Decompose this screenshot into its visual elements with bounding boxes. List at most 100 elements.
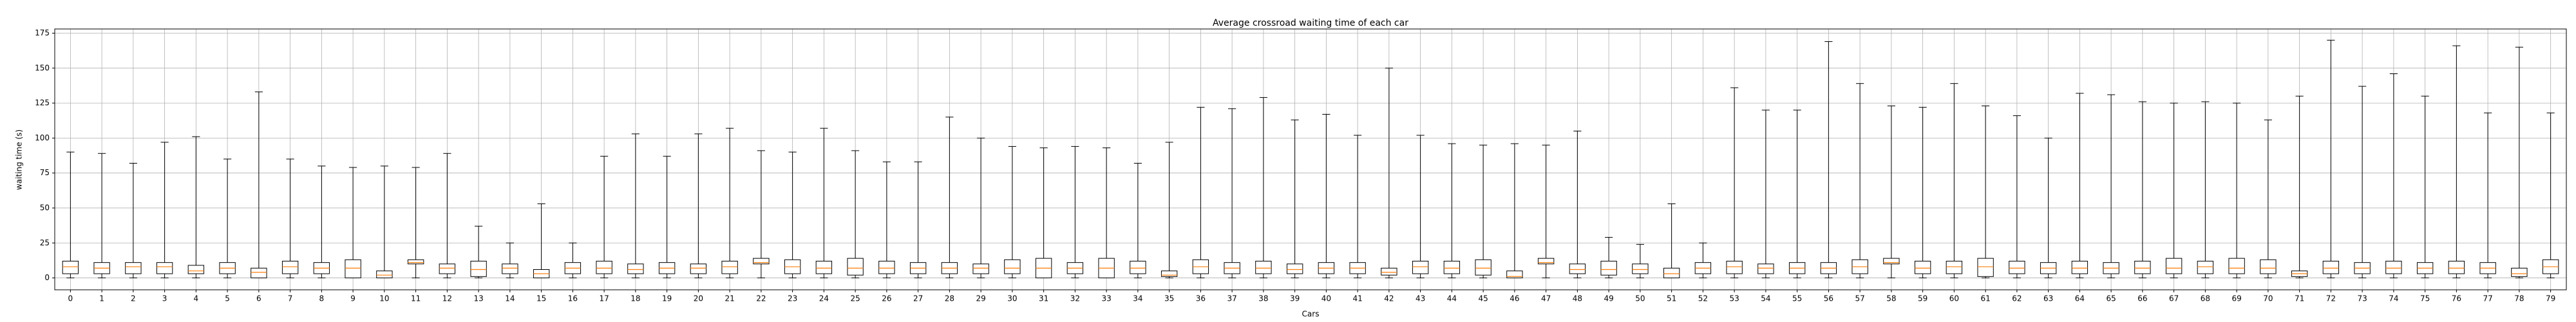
box [690,263,707,274]
x-tick-label: 46 [1510,294,1519,303]
x-tick-label: 79 [2546,294,2555,303]
box [1757,263,1774,274]
x-tick-label: 29 [976,294,985,303]
y-tick-label: 100 [35,133,50,142]
box [1286,263,1303,274]
x-tick-label: 14 [505,294,515,303]
x-tick-label: 58 [1886,294,1896,303]
box [1569,263,1586,274]
box [2260,259,2277,274]
x-tick-label: 31 [1039,294,1048,303]
box [1004,259,1021,274]
box [1160,270,1178,277]
chart-title: Average crossroad waiting time of each c… [1213,18,1408,28]
x-tick-label: 75 [2420,294,2430,303]
box [1663,267,1680,279]
x-tick-label: 22 [756,294,766,303]
x-tick-label: 78 [2514,294,2524,303]
x-tick-label: 39 [1290,294,1300,303]
x-tick-label: 28 [945,294,954,303]
box [815,260,833,274]
x-tick-label: 61 [1980,294,1990,303]
box [878,260,895,274]
x-tick-label: 42 [1384,294,1394,303]
x-tick-label: 30 [1007,294,1017,303]
x-tick-label: 8 [319,294,325,303]
x-tick-label: 35 [1164,294,1174,303]
box [376,270,393,279]
x-tick-label: 47 [1541,294,1551,303]
x-tick-label: 1 [99,294,104,303]
x-tick-label: 56 [1824,294,1833,303]
x-tick-label: 6 [256,294,261,303]
box [1475,259,1492,276]
x-tick-label: 77 [2483,294,2492,303]
x-tick-label: 41 [1352,294,1362,303]
x-tick-label: 37 [1227,294,1236,303]
x-tick-label: 25 [850,294,860,303]
x-tick-label: 5 [225,294,230,303]
box [187,265,205,274]
box [1977,258,1994,277]
x-tick-label: 13 [473,294,483,303]
x-tick-label: 33 [1101,294,1111,303]
x-tick-label: 74 [2389,294,2398,303]
x-tick-label: 62 [2012,294,2022,303]
y-tick-label: 0 [44,273,50,282]
x-tick-label: 3 [162,294,167,303]
x-tick-label: 32 [1070,294,1080,303]
box [2165,258,2183,274]
box [753,258,770,265]
y-tick-label: 75 [40,168,50,177]
y-axis-label: waiting time (s) [15,129,24,190]
box [2134,260,2151,274]
box [156,262,173,274]
box [407,259,424,265]
box [1381,267,1397,276]
y-tick-label: 50 [40,203,50,212]
box [972,263,989,274]
y-tick-label: 125 [35,99,50,108]
box [345,259,361,279]
box [2228,258,2245,274]
x-tick-label: 18 [630,294,640,303]
box [2009,260,2025,274]
x-tick-label: 71 [2295,294,2304,303]
box [1443,260,1461,274]
box [1883,258,1900,265]
box [470,260,487,277]
x-tick-label: 0 [68,294,73,303]
box [2322,260,2340,274]
box [1632,263,1649,274]
x-tick-label: 11 [411,294,421,303]
x-tick-label: 23 [788,294,797,303]
x-tick-label: 27 [913,294,923,303]
plot-frame [54,28,2567,290]
box [596,260,612,274]
box [721,260,738,274]
box [1506,270,1523,279]
x-tick-label: 38 [1258,294,1268,303]
y-tick-label: 150 [35,63,50,72]
x-tick-label: 40 [1321,294,1331,303]
y-tick-label: 175 [35,28,50,37]
x-tick-label: 9 [350,294,355,303]
x-tick-label: 72 [2326,294,2336,303]
box [439,263,456,274]
x-tick-label: 69 [2231,294,2241,303]
x-tick-label: 15 [536,294,546,303]
x-tick-label: 59 [1918,294,1927,303]
x-tick-label: 68 [2201,294,2210,303]
x-tick-label: 64 [2075,294,2085,303]
x-tick-label: 2 [131,294,136,303]
box [1537,258,1555,265]
x-tick-label: 54 [1761,294,1770,303]
x-tick-label: 36 [1196,294,1206,303]
y-tick-label: 25 [40,238,50,247]
x-tick-label: 48 [1573,294,1582,303]
box [1412,260,1429,274]
box [2511,267,2528,277]
x-tick-label: 4 [194,294,199,303]
x-tick-label: 21 [724,294,734,303]
